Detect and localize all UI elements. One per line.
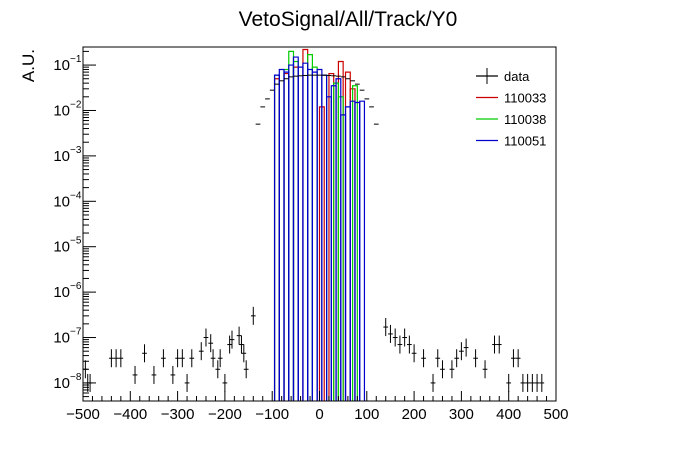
x-tick-label: 300 (449, 406, 474, 423)
data-point-81 (539, 373, 545, 392)
data-point-12 (179, 349, 185, 368)
data-point-70 (473, 349, 478, 368)
data-point-11 (175, 349, 180, 368)
data-point-8 (151, 365, 157, 384)
x-tick-label: −400 (113, 406, 147, 423)
data-point-63 (430, 373, 436, 392)
data-point-67 (454, 349, 460, 368)
x-tick-label: 100 (354, 406, 379, 423)
data-point-15 (198, 342, 204, 361)
data-points-layer (83, 74, 545, 392)
legend-label: 110038 (504, 112, 546, 127)
data-point-76 (515, 349, 521, 368)
data-point-66 (449, 360, 455, 379)
data-point-4 (113, 349, 119, 368)
y-tick-exponent: −8 (70, 372, 82, 383)
data-point-14 (189, 349, 195, 368)
data-point-72 (492, 335, 497, 354)
data-point-18 (210, 349, 216, 368)
chart-title: VetoSignal/All/Track/Y0 (239, 8, 458, 31)
data-point-59 (402, 328, 408, 347)
y-axis-label: A.U. (19, 49, 38, 82)
y-tick-label: 10 (53, 57, 70, 74)
y-tick-label: 10 (53, 148, 70, 165)
series-110051 (273, 56, 366, 401)
legend-label: 110033 (504, 91, 546, 106)
x-tick-label: 500 (543, 406, 568, 423)
data-point-20 (217, 349, 223, 368)
data-point-3 (109, 349, 114, 368)
data-point-74 (506, 373, 512, 392)
data-point-64 (435, 349, 441, 368)
x-tick-label: −300 (161, 406, 195, 423)
legend-entry-data: data (476, 68, 530, 84)
x-tick-label: −200 (208, 406, 242, 423)
data-point-6 (132, 365, 138, 384)
x-tick-label: −500 (66, 406, 100, 423)
data-point-77 (520, 373, 526, 392)
data-point-78 (525, 373, 530, 392)
data-point-5 (118, 349, 124, 368)
y-tick-exponent: −3 (70, 145, 82, 156)
data-point-7 (142, 344, 147, 363)
data-point-27 (243, 360, 249, 379)
y-tick-label: 10 (53, 102, 70, 119)
data-point-19 (215, 360, 221, 379)
y-tick-label: 10 (53, 375, 70, 392)
y-tick-label: 10 (53, 284, 70, 301)
data-point-28 (250, 306, 256, 325)
data-point-68 (459, 342, 464, 361)
data-point-16 (203, 328, 209, 347)
x-tick-label: 400 (496, 406, 521, 423)
data-point-75 (511, 349, 516, 368)
data-point-55 (383, 318, 389, 337)
data-point-24 (236, 326, 242, 345)
legend-entry-110051: 110051 (476, 134, 546, 149)
y-tick-exponent: −4 (70, 190, 82, 201)
x-tick-label: 0 (315, 406, 323, 423)
data-point-21 (222, 373, 228, 392)
data-point-80 (534, 373, 540, 392)
legend: data 110033 110038 110051 (476, 68, 546, 149)
data-point-60 (407, 335, 412, 354)
data-point-62 (421, 349, 426, 368)
y-tick-exponent: −6 (70, 281, 82, 292)
series-110038-bin-9 (352, 85, 358, 401)
y-tick-exponent: −7 (70, 327, 82, 338)
data-point-26 (241, 344, 247, 363)
series-layer (273, 48, 366, 401)
legend-label: 110051 (504, 134, 546, 149)
y-tick-exponent: −2 (70, 99, 82, 110)
data-point-13 (184, 373, 190, 392)
data-point-73 (496, 335, 502, 354)
data-point-69 (463, 338, 469, 357)
data-point-65 (440, 360, 445, 379)
data-point-22 (227, 335, 232, 354)
data-point-57 (392, 328, 398, 347)
data-point-61 (411, 344, 417, 363)
y-tick-label: 10 (53, 330, 70, 347)
data-point-56 (388, 324, 393, 343)
y-tick-label: 10 (53, 193, 70, 210)
data-point-10 (170, 365, 176, 384)
legend-label: data (504, 69, 530, 84)
data-point-71 (482, 360, 488, 379)
data-point-9 (161, 349, 166, 368)
legend-entry-110038: 110038 (476, 112, 546, 127)
x-tick-label: −100 (255, 406, 289, 423)
y-tick-label: 10 (53, 239, 70, 256)
data-point-17 (208, 334, 214, 353)
legend-entry-110033: 110033 (476, 91, 546, 106)
data-point-58 (397, 335, 403, 354)
series-110051-bin-18 (359, 100, 366, 401)
data-point-25 (239, 335, 244, 354)
data-point-23 (229, 330, 235, 349)
x-tick-label: 200 (402, 406, 427, 423)
y-tick-exponent: −1 (70, 54, 82, 65)
data-point-79 (529, 373, 535, 392)
y-tick-exponent: −5 (70, 236, 82, 247)
